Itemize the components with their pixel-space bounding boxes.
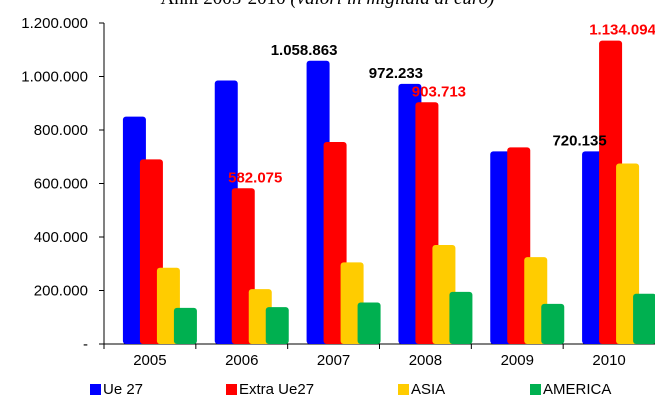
data-label: 582.075 <box>228 169 282 186</box>
y-tick-label: 600.000 <box>34 176 88 193</box>
chart-data-labels: 1.058.863 972.233 720.135 582.075 903.713 1.1… <box>228 22 655 187</box>
bar <box>265 307 289 344</box>
x-tick-label: 2010 <box>592 352 625 369</box>
data-label: 972.233 <box>369 65 423 82</box>
chart-axes: - 200.000 400.000 600.000 800.000 1.000.000 1.… <box>21 15 655 369</box>
bar <box>633 293 655 344</box>
data-label: 1.058.863 <box>271 42 338 59</box>
legend-swatch <box>398 384 409 395</box>
legend-swatch <box>90 384 101 395</box>
bar <box>173 307 197 344</box>
x-tick-label: 2008 <box>409 352 442 369</box>
y-tick-label: 1.000.000 <box>21 69 88 86</box>
y-tick-label: 400.000 <box>34 229 88 246</box>
bar <box>449 291 473 344</box>
chart-title-main: Anni 2005-2010 <box>161 0 286 9</box>
data-label: 1.134.094 <box>589 22 655 39</box>
legend-swatch <box>530 384 541 395</box>
x-tick-label: 2009 <box>501 352 534 369</box>
data-label: 903.713 <box>412 83 466 100</box>
legend-label: AMERICA <box>543 381 611 398</box>
y-tick-label: - <box>83 336 88 353</box>
legend-label: ASIA <box>411 381 445 398</box>
bar <box>541 303 565 344</box>
legend-label: Extra Ue27 <box>239 381 314 398</box>
chart-bars <box>122 40 655 345</box>
x-tick-label: 2005 <box>133 352 166 369</box>
x-tick-label: 2007 <box>317 352 350 369</box>
y-tick-label: 1.200.000 <box>21 15 88 32</box>
y-tick-label: 800.000 <box>34 122 88 139</box>
bar <box>357 302 381 344</box>
legend-swatch <box>226 384 237 395</box>
legend-label: Ue 27 <box>103 381 143 398</box>
chart-title: Anni 2005-2010 (valori in migliaia di eu… <box>0 0 655 10</box>
chart-legend: Ue 27 Extra Ue27 ASIA AMERICA <box>90 381 611 398</box>
chart-title-sub: (valori in migliaia di euro) <box>290 0 494 9</box>
data-label: 720.135 <box>552 132 606 149</box>
y-tick-label: 200.000 <box>34 283 88 300</box>
x-tick-label: 2006 <box>225 352 258 369</box>
